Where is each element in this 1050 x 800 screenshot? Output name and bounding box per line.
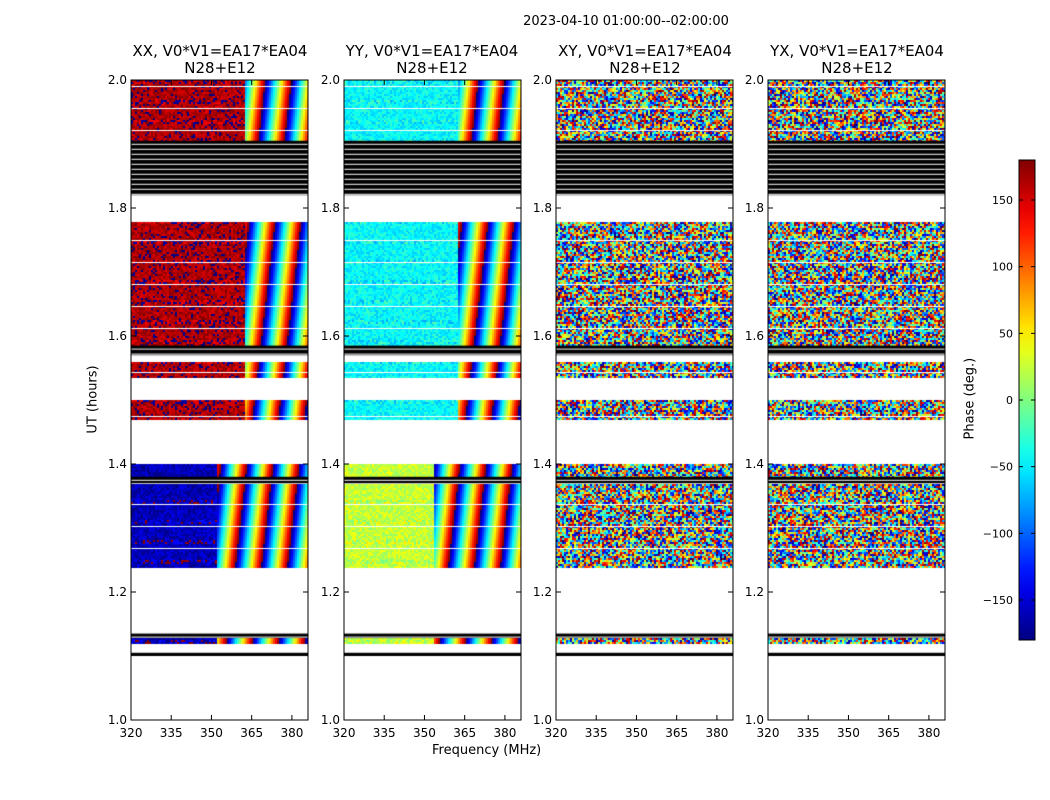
x-tick-label: 335 <box>373 726 396 740</box>
x-tick-label: 365 <box>453 726 476 740</box>
y-tick-label: 1.8 <box>745 201 764 215</box>
y-tick-label: 1.2 <box>108 585 127 599</box>
panel-title-xy-line1: XY, V0*V1=EA17*EA04 <box>558 42 732 60</box>
x-tick-label: 380 <box>280 726 303 740</box>
y-tick-label: 1.2 <box>745 585 764 599</box>
plot-frame-yy <box>343 79 522 721</box>
y-tick-label: 1.6 <box>321 329 340 343</box>
y-tick-label: 1.6 <box>745 329 764 343</box>
heatmap-yx <box>768 80 945 720</box>
panel-title-xx-line2: N28+E12 <box>184 59 256 77</box>
colorbar-tick-label: 50 <box>999 327 1013 340</box>
x-tick-label: 380 <box>917 726 940 740</box>
y-tick-label: 1.2 <box>321 585 340 599</box>
y-tick-label: 1.4 <box>321 457 340 471</box>
panel-title-xx: XX, V0*V1=EA17*EA04 N28+E12 <box>110 43 330 77</box>
heatmap-xy <box>556 80 733 720</box>
colorbar-label: Phase (deg.) <box>962 357 978 440</box>
x-tick-label: 365 <box>877 726 900 740</box>
plot-frame-yx <box>767 79 946 721</box>
panel-title-yx-line2: N28+E12 <box>821 59 893 77</box>
x-tick-label: 380 <box>705 726 728 740</box>
x-tick-label: 350 <box>625 726 648 740</box>
x-tick-label: 335 <box>797 726 820 740</box>
y-tick-label: 1.8 <box>321 201 340 215</box>
y-tick-label: 1.0 <box>745 713 764 727</box>
colorbar-tick-label: 100 <box>992 261 1013 274</box>
panel-title-yx: YX, V0*V1=EA17*EA04 N28+E12 <box>747 43 967 77</box>
colorbar-tick-label: −150 <box>983 594 1013 607</box>
y-tick-label: 1.4 <box>745 457 764 471</box>
y-tick-label: 2.0 <box>321 73 340 87</box>
colorbar-tick-label: −100 <box>983 527 1013 540</box>
x-tick-label: 320 <box>757 726 780 740</box>
y-tick-label: 1.8 <box>108 201 127 215</box>
x-tick-label: 350 <box>413 726 436 740</box>
y-tick-label: 1.4 <box>108 457 127 471</box>
y-tick-label: 2.0 <box>745 73 764 87</box>
y-tick-label: 1.6 <box>533 329 552 343</box>
y-tick-label: 2.0 <box>533 73 552 87</box>
x-tick-label: 365 <box>665 726 688 740</box>
x-tick-label: 320 <box>545 726 568 740</box>
plot-frame-xx <box>130 79 309 721</box>
x-tick-label: 320 <box>333 726 356 740</box>
panel-title-xx-line1: XX, V0*V1=EA17*EA04 <box>132 42 308 60</box>
colorbar-tick-label: 150 <box>992 194 1013 207</box>
x-tick-label: 365 <box>240 726 263 740</box>
colorbar-tick-label: 0 <box>1006 394 1013 407</box>
colorbar: −150 −100 −50 0 50 100 150 <box>983 159 1036 641</box>
panel-title-yy: YY, V0*V1=EA17*EA04 N28+E12 <box>322 43 542 77</box>
y-tick-label: 2.0 <box>108 73 127 87</box>
panel-title-yx-line1: YX, V0*V1=EA17*EA04 <box>770 42 944 60</box>
heatmap-yy <box>344 80 521 720</box>
y-tick-label: 1.6 <box>108 329 127 343</box>
y-tick-label: 1.8 <box>533 201 552 215</box>
x-tick-label: 380 <box>493 726 516 740</box>
figure-suptitle: 2023-04-10 01:00:00--02:00:00 <box>523 14 729 29</box>
colorbar-tick-label: −50 <box>990 461 1013 474</box>
y-tick-label: 1.4 <box>533 457 552 471</box>
panel-title-xy-line2: N28+E12 <box>609 59 681 77</box>
plot-frame-xy <box>555 79 734 721</box>
y-tick-label: 1.0 <box>321 713 340 727</box>
y-tick-label: 1.0 <box>533 713 552 727</box>
x-tick-label: 320 <box>120 726 143 740</box>
panel-title-yy-line2: N28+E12 <box>396 59 468 77</box>
y-axis-label: UT (hours) <box>85 365 101 434</box>
panel-yy: 320 335 350 365 380 1.0 1.2 1.4 1.6 1.8 2.0 <box>321 73 522 740</box>
x-axis-label: Frequency (MHz) <box>432 743 542 758</box>
x-tick-label: 335 <box>585 726 608 740</box>
x-tick-label: 350 <box>200 726 223 740</box>
panel-xx: 320 335 350 365 380 1.0 1.2 1.4 1.6 1.8 2.0 <box>108 73 309 740</box>
panel-title-yy-line1: YY, V0*V1=EA17*EA04 <box>345 42 519 60</box>
y-tick-label: 1.0 <box>108 713 127 727</box>
panel-yx: 320 335 350 365 380 1.0 1.2 1.4 1.6 1.8 2.0 <box>745 73 946 740</box>
heatmap-xx <box>131 80 308 720</box>
panel-title-xy: XY, V0*V1=EA17*EA04 N28+E12 <box>535 43 755 77</box>
x-tick-label: 350 <box>837 726 860 740</box>
y-tick-label: 1.2 <box>533 585 552 599</box>
panel-xy: 320 335 350 365 380 1.0 1.2 1.4 1.6 1.8 2.0 <box>533 73 734 740</box>
x-tick-label: 335 <box>160 726 183 740</box>
